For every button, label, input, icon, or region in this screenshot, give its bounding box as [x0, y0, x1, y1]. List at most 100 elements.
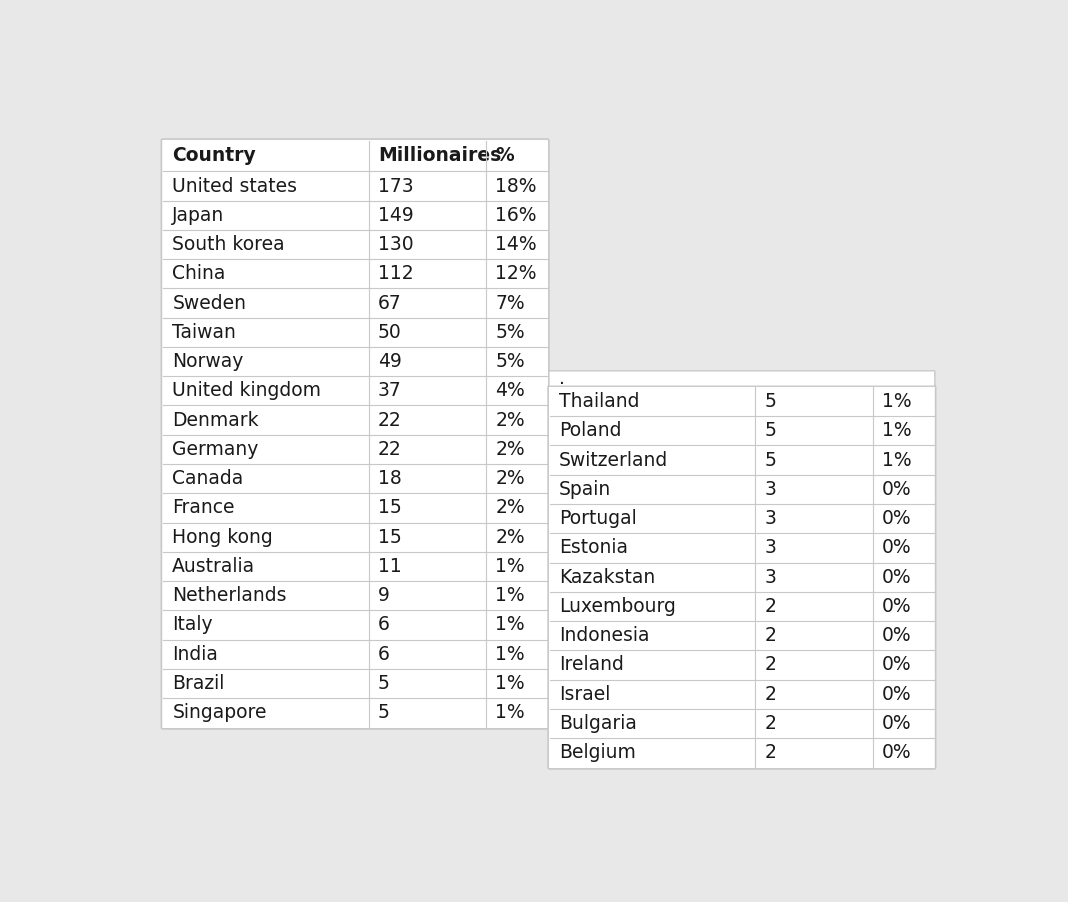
Text: 2%: 2% [496, 410, 524, 429]
Text: 2%: 2% [496, 499, 524, 518]
Text: 50: 50 [378, 323, 402, 342]
Text: Hong kong: Hong kong [172, 528, 273, 547]
Text: 2: 2 [765, 714, 776, 733]
Text: 49: 49 [378, 352, 402, 371]
Text: 0%: 0% [882, 743, 911, 762]
Text: 2%: 2% [496, 469, 524, 488]
Text: 1%: 1% [496, 615, 524, 634]
Text: 12%: 12% [496, 264, 536, 283]
Text: South korea: South korea [172, 235, 285, 254]
Text: 0%: 0% [882, 538, 911, 557]
Text: United kingdom: United kingdom [172, 382, 321, 400]
Text: Country: Country [172, 146, 256, 165]
Text: 130: 130 [378, 235, 413, 254]
Text: Australia: Australia [172, 557, 255, 575]
Text: 3: 3 [765, 538, 776, 557]
Text: 5%: 5% [496, 323, 524, 342]
Text: 0%: 0% [882, 656, 911, 675]
Text: Denmark: Denmark [172, 410, 258, 429]
Text: United states: United states [172, 177, 297, 196]
Text: Indonesia: Indonesia [559, 626, 649, 645]
Text: 1%: 1% [882, 421, 911, 440]
Text: 0%: 0% [882, 597, 911, 616]
Text: 15: 15 [378, 499, 402, 518]
Text: 22: 22 [378, 440, 402, 459]
Text: 5: 5 [378, 674, 390, 693]
Text: 5: 5 [765, 392, 776, 411]
Text: 1%: 1% [496, 557, 524, 575]
Text: Thailand: Thailand [559, 392, 640, 411]
Text: Poland: Poland [559, 421, 622, 440]
Text: 2: 2 [765, 685, 776, 704]
Text: Ireland: Ireland [559, 656, 624, 675]
Text: Italy: Italy [172, 615, 213, 634]
Text: Norway: Norway [172, 352, 244, 371]
Text: Bulgaria: Bulgaria [559, 714, 637, 733]
Text: Singapore: Singapore [172, 704, 267, 723]
Text: 2%: 2% [496, 440, 524, 459]
Text: 2: 2 [765, 626, 776, 645]
Text: 1%: 1% [882, 392, 911, 411]
Text: 2%: 2% [496, 528, 524, 547]
Text: Brazil: Brazil [172, 674, 224, 693]
FancyBboxPatch shape [161, 139, 549, 729]
Text: 14%: 14% [496, 235, 537, 254]
Text: Japan: Japan [172, 206, 224, 225]
Text: 2: 2 [765, 656, 776, 675]
Text: Estonia: Estonia [559, 538, 628, 557]
Text: 173: 173 [378, 177, 413, 196]
Text: India: India [172, 645, 218, 664]
Text: 3: 3 [765, 480, 776, 499]
Text: Luxembourg: Luxembourg [559, 597, 676, 616]
Text: 9: 9 [378, 586, 390, 605]
Text: Taiwan: Taiwan [172, 323, 236, 342]
Text: France: France [172, 499, 235, 518]
Text: %: % [496, 146, 514, 165]
Text: 1%: 1% [496, 586, 524, 605]
Text: 15: 15 [378, 528, 402, 547]
Text: 4%: 4% [496, 382, 524, 400]
Text: 22: 22 [378, 410, 402, 429]
Text: 2: 2 [765, 597, 776, 616]
Text: 11: 11 [378, 557, 402, 575]
Text: Millionaires: Millionaires [378, 146, 501, 165]
Text: Switzerland: Switzerland [559, 451, 669, 470]
Text: Canada: Canada [172, 469, 244, 488]
Text: 16%: 16% [496, 206, 536, 225]
Text: 5: 5 [765, 451, 776, 470]
Text: 112: 112 [378, 264, 413, 283]
Text: Israel: Israel [559, 685, 610, 704]
Text: Sweden: Sweden [172, 293, 247, 313]
Text: Belgium: Belgium [559, 743, 635, 762]
Text: 149: 149 [378, 206, 413, 225]
Text: 18%: 18% [496, 177, 536, 196]
Text: 0%: 0% [882, 714, 911, 733]
Text: 0%: 0% [882, 509, 911, 529]
Text: 3: 3 [765, 509, 776, 529]
Text: Spain: Spain [559, 480, 611, 499]
FancyBboxPatch shape [548, 385, 936, 769]
Text: 3: 3 [765, 567, 776, 586]
Text: 5: 5 [378, 704, 390, 723]
FancyBboxPatch shape [549, 371, 934, 386]
Text: 0%: 0% [882, 685, 911, 704]
Text: 7%: 7% [496, 293, 524, 313]
Text: .: . [559, 369, 565, 388]
Text: Kazakstan: Kazakstan [559, 567, 656, 586]
Text: 0%: 0% [882, 567, 911, 586]
Text: 18: 18 [378, 469, 402, 488]
Text: 1%: 1% [882, 451, 911, 470]
Text: 5: 5 [765, 421, 776, 440]
Text: 2: 2 [765, 743, 776, 762]
Text: 67: 67 [378, 293, 402, 313]
Text: 6: 6 [378, 615, 390, 634]
Text: China: China [172, 264, 225, 283]
Text: Germany: Germany [172, 440, 258, 459]
Text: Netherlands: Netherlands [172, 586, 286, 605]
Text: 6: 6 [378, 645, 390, 664]
Text: 1%: 1% [496, 645, 524, 664]
Text: 0%: 0% [882, 626, 911, 645]
Text: 1%: 1% [496, 704, 524, 723]
Text: 1%: 1% [496, 674, 524, 693]
Text: 37: 37 [378, 382, 402, 400]
